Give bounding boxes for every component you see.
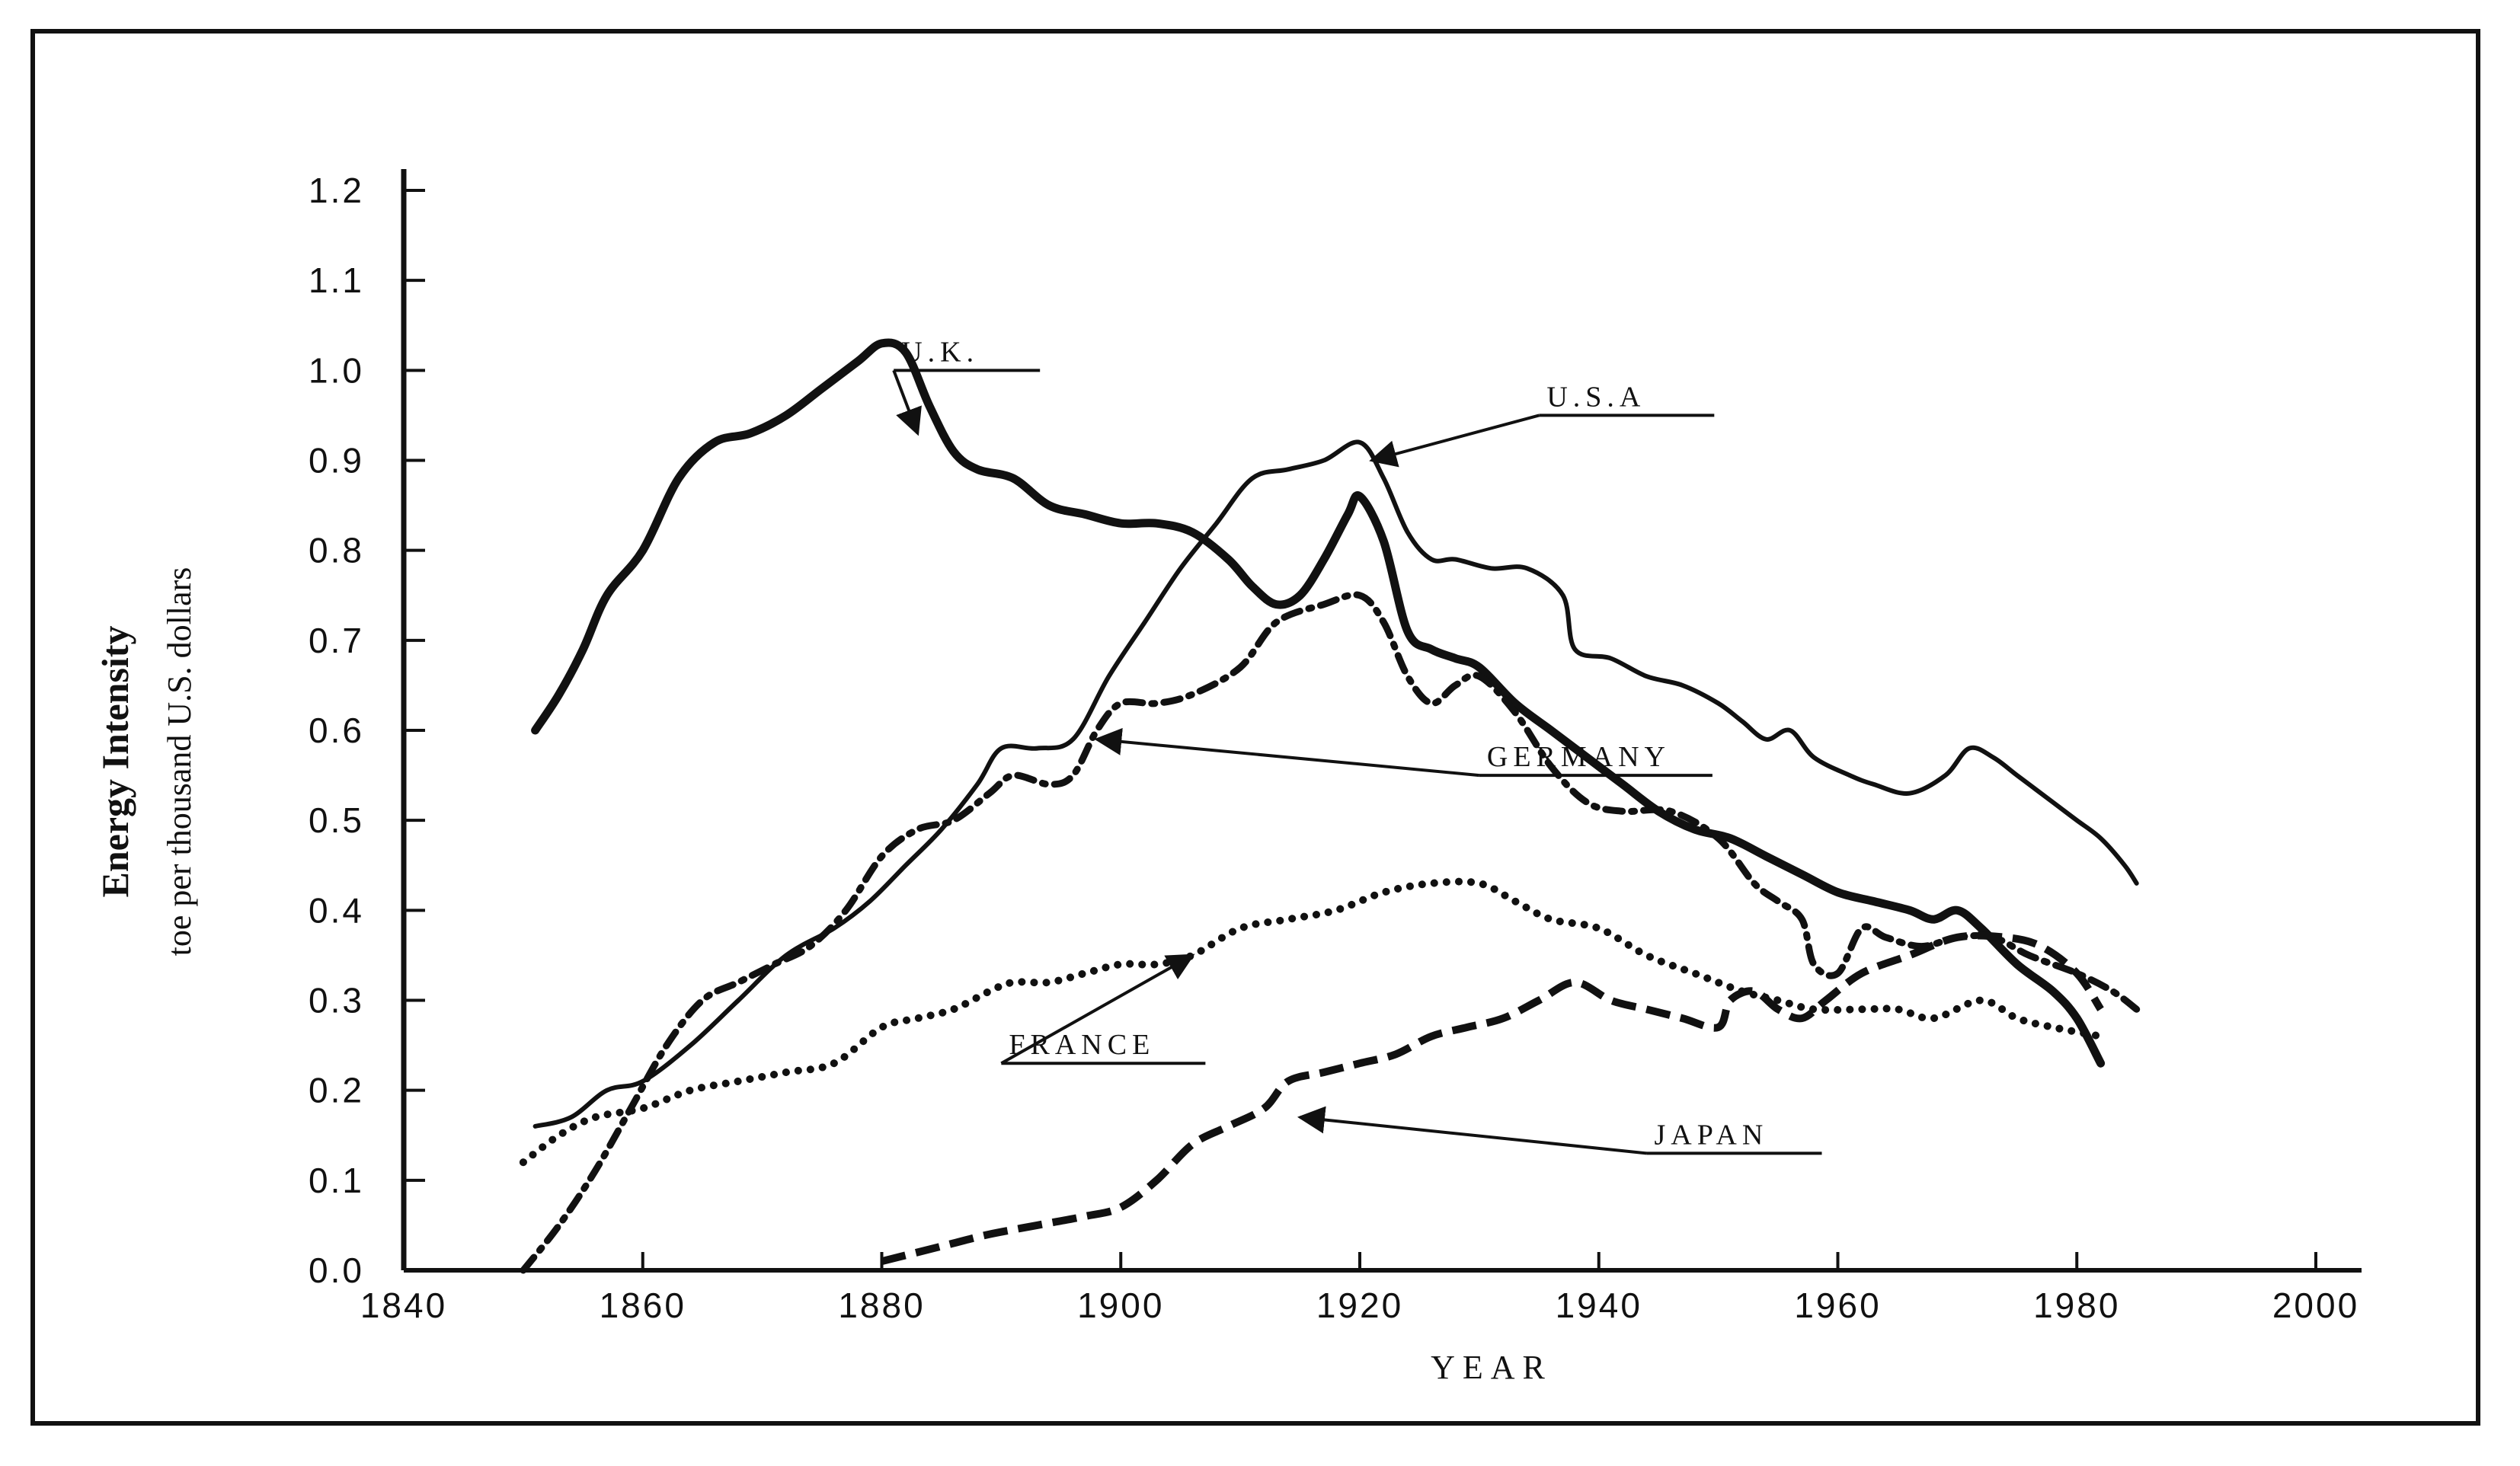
y-axis-subtitle: toe per thousand U.S. dollars (161, 567, 198, 957)
chart-frame (30, 29, 2480, 1426)
y-tick-label: 0.2 (309, 1071, 364, 1110)
series-label-arrow (1000, 953, 1195, 1065)
y-tick-label: 0.6 (309, 711, 364, 750)
series-label-arrow (1094, 727, 1480, 778)
y-axis-title: Energy Intensity (94, 626, 136, 898)
series-label-japan: JAPAN (1655, 1119, 1769, 1151)
x-tick-label: 1880 (838, 1286, 925, 1325)
series-line-france (519, 877, 2105, 1167)
series-label-arrow (1369, 414, 1540, 468)
y-tick-label: 0.1 (309, 1161, 364, 1200)
series-label-germany: GERMANY (1487, 741, 1671, 773)
series-label-usa: U.S.A (1546, 381, 1645, 413)
y-tick-label: 0.8 (309, 531, 364, 570)
x-tick-label: 1900 (1077, 1286, 1164, 1325)
y-tick-label: 0.4 (309, 890, 364, 930)
x-axis-title: YEAR (1431, 1349, 1553, 1386)
x-tick-label: 1840 (360, 1286, 447, 1325)
y-tick-label: 0.0 (309, 1250, 364, 1290)
series-label-uk: U.K. (901, 336, 979, 368)
x-tick-label: 1980 (2033, 1286, 2120, 1325)
x-tick-label: 1920 (1316, 1286, 1403, 1325)
y-tick-label: 0.5 (309, 800, 364, 840)
series-line-uk (531, 338, 2106, 1068)
y-tick-label: 0.7 (309, 621, 364, 660)
x-tick-label: 2000 (2272, 1286, 2359, 1325)
series-line-usa (532, 439, 2139, 1129)
y-tick-label: 1.1 (309, 260, 364, 300)
y-tick-label: 0.9 (309, 441, 364, 481)
y-tick-label: 1.2 (309, 171, 364, 210)
y-tick-label: 1.0 (309, 350, 364, 390)
series-label-arrow (892, 369, 922, 436)
x-tick-label: 1940 (1556, 1286, 1642, 1325)
x-tick-label: 1960 (1794, 1286, 1881, 1325)
x-tick-label: 1860 (600, 1286, 686, 1325)
series-line-japan (881, 931, 2104, 1266)
y-tick-label: 0.3 (309, 981, 364, 1020)
series-label-arrow (1297, 1106, 1647, 1155)
series-line-germany (520, 591, 2141, 1274)
